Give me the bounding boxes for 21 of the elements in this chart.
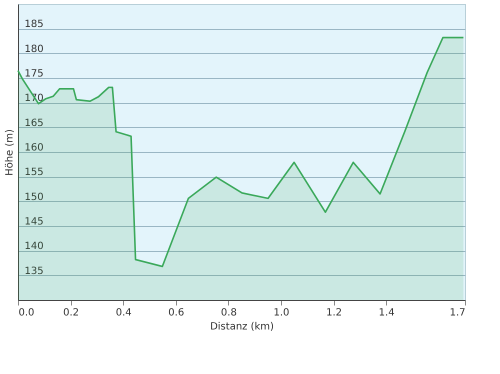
- y-tick-label: 135: [24, 266, 44, 277]
- x-tick-label: 1.7: [450, 308, 466, 318]
- x-tick-label: 0.2: [63, 308, 80, 318]
- x-tick-label: 1.0: [273, 308, 290, 318]
- y-tick-label: 145: [24, 216, 44, 228]
- x-tick-label: 0.0: [18, 308, 34, 318]
- x-tick-label: 0.8: [220, 308, 237, 318]
- y-axis-title: Höhe (m): [4, 128, 16, 176]
- y-tick-label: 180: [24, 44, 44, 55]
- x-tick-label: 1.2: [326, 308, 342, 318]
- x-tick-label: 0.6: [168, 308, 184, 318]
- y-tick-label: 160: [24, 142, 44, 154]
- y-tick-label: 155: [24, 167, 44, 178]
- y-tick-label: 185: [24, 19, 44, 30]
- x-axis-title: Distanz (km): [210, 322, 274, 332]
- x-tick-label: 0.4: [116, 308, 132, 318]
- y-tick-label: 140: [24, 241, 44, 252]
- x-tick-label: 1.4: [378, 308, 395, 318]
- y-tick-label: 175: [24, 68, 44, 80]
- y-tick-label: 165: [24, 118, 44, 129]
- y-tick-label: 150: [24, 192, 44, 203]
